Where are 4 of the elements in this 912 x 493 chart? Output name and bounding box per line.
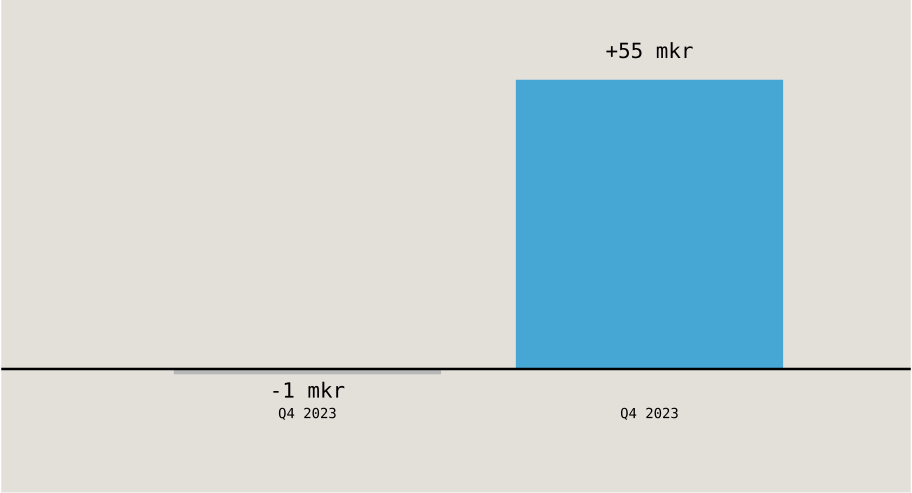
x-tick-label: Q4 2023 xyxy=(620,408,678,420)
data-label: -1 mkr xyxy=(273,382,344,398)
x-tick-label: Q4 2023 xyxy=(278,408,336,420)
data-label: +55 mkr xyxy=(606,42,693,58)
